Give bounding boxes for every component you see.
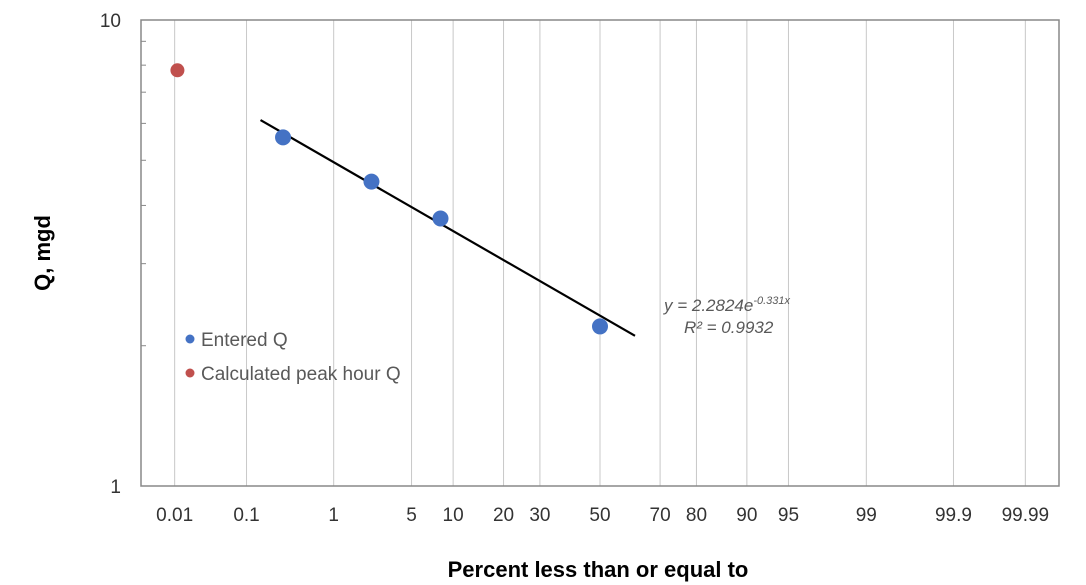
trendline-equation: y = 2.2824e-0.331x R² = 0.9932 xyxy=(663,295,791,337)
y-tick-label-1: 1 xyxy=(110,477,121,498)
x-tick-label-20: 20 xyxy=(493,505,514,526)
x-tick-label-70: 70 xyxy=(650,505,671,526)
equation-prefix: y = 2.2824e xyxy=(663,296,753,315)
equation-exponent: -0.331x xyxy=(753,295,790,307)
calculated-peak-hour-q-point-0 xyxy=(170,63,185,78)
x-tick-label-95: 95 xyxy=(778,505,799,526)
y-axis-title: Q, mgd xyxy=(30,215,55,291)
x-tick-label-0-01: 0.01 xyxy=(156,505,193,526)
legend-marker-calculated-peak-hour-q xyxy=(185,368,195,378)
entered-q-point-1 xyxy=(363,173,380,190)
trendline xyxy=(259,119,636,337)
x-tick-label-80: 80 xyxy=(686,505,707,526)
x-tick-labels: 0.01 0.1 1 5 10 20 30 50 70 80 90 95 99 99.9 99.99 xyxy=(156,505,1049,526)
x-tick-label-10: 10 xyxy=(443,505,464,526)
data-points xyxy=(170,63,608,335)
y-tick-labels: 1 10 xyxy=(100,11,121,498)
y-minor-ticks xyxy=(141,40,146,347)
x-tick-label-5: 5 xyxy=(406,505,417,526)
entered-q-point-3 xyxy=(592,318,608,335)
x-tick-label-50: 50 xyxy=(589,505,610,526)
x-tick-label-30: 30 xyxy=(529,505,550,526)
trendline-group xyxy=(259,119,636,337)
x-tick-label-99-99: 99.99 xyxy=(1002,505,1050,526)
plot-area-border xyxy=(140,19,1060,487)
trendline-r-squared: R² = 0.9932 xyxy=(684,318,774,337)
x-axis-title: Percent less than or equal to xyxy=(448,557,749,582)
x-tick-label-99-9: 99.9 xyxy=(935,505,972,526)
x-tick-label-90: 90 xyxy=(736,505,757,526)
x-tick-label-0-1: 0.1 xyxy=(233,505,259,526)
legend-label-calculated-peak-hour-q: Calculated peak hour Q xyxy=(201,364,401,385)
x-tick-label-1: 1 xyxy=(328,505,339,526)
legend-label-entered-q: Entered Q xyxy=(201,330,288,351)
entered-q-point-0 xyxy=(275,129,292,146)
trendline-equation-text: y = 2.2824e-0.331x xyxy=(663,295,791,315)
x-gridlines xyxy=(174,20,1026,486)
entered-q-point-2 xyxy=(432,210,449,227)
y-tick-label-10: 10 xyxy=(100,11,121,32)
legend: Entered Q Calculated peak hour Q xyxy=(185,330,401,385)
legend-marker-entered-q xyxy=(185,334,195,344)
x-tick-label-99: 99 xyxy=(856,505,877,526)
